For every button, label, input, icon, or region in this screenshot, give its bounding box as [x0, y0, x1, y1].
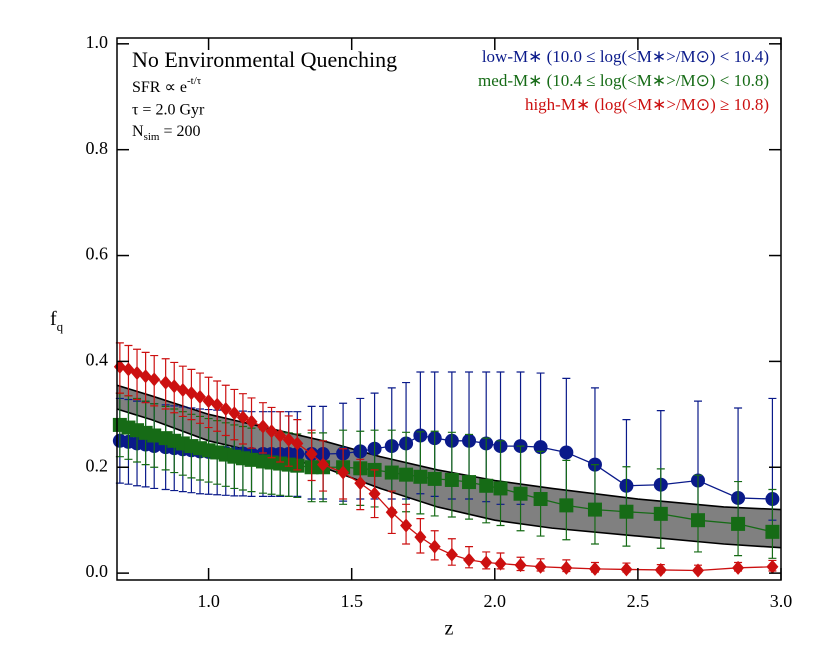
marker	[414, 530, 427, 545]
marker	[445, 547, 458, 562]
marker	[219, 402, 232, 417]
marker	[147, 428, 162, 443]
marker	[533, 492, 548, 507]
legend-entry: med-M∗ (10.4 ≤ log(<M∗>/M⊙) < 10.8)	[478, 71, 769, 90]
marker	[692, 563, 704, 578]
band-edge	[116, 408, 782, 549]
y-tick-label: 0.2	[86, 455, 109, 475]
marker	[463, 552, 476, 567]
marker	[560, 560, 573, 575]
marker	[368, 486, 381, 501]
marker	[513, 486, 528, 501]
marker	[514, 558, 527, 573]
y-axis-label-text: f	[50, 308, 57, 330]
marker	[148, 372, 161, 387]
marker	[413, 469, 428, 484]
marker	[428, 539, 441, 554]
annotation-text: N	[132, 123, 144, 140]
legend-entry: high-M∗ (log(<M∗>/M⊙) ≥ 10.8)	[525, 95, 769, 114]
marker	[732, 560, 745, 575]
marker	[244, 452, 259, 467]
marker	[691, 513, 705, 528]
marker	[620, 562, 633, 577]
y-tick-label: 1.0	[86, 32, 109, 52]
marker	[354, 476, 367, 491]
annotation-text: = 200	[159, 123, 200, 140]
x-tick-label: 1.5	[340, 591, 363, 611]
annotation: τ = 2.0 Gyr	[132, 102, 205, 119]
marker	[653, 506, 668, 521]
marker	[444, 472, 459, 487]
marker	[493, 481, 508, 496]
marker	[317, 457, 330, 472]
y-tick-label: 0.0	[86, 561, 109, 581]
marker	[236, 410, 249, 425]
y-axis-label: fq	[50, 308, 64, 334]
x-tick-label: 1.0	[197, 591, 220, 611]
marker	[494, 556, 507, 571]
band-edge	[116, 384, 782, 511]
annotation: SFR ∝ e-t/τ	[132, 75, 202, 96]
marker	[384, 465, 399, 480]
plot-frame	[116, 37, 782, 581]
marker	[766, 559, 779, 574]
y-tick-label: 0.6	[86, 244, 109, 264]
chart-title: No Environmental Quenching	[132, 47, 397, 72]
marker	[559, 498, 574, 513]
model-band	[117, 385, 781, 548]
marker	[559, 445, 574, 460]
marker	[462, 475, 477, 490]
annotation-sub: sim	[144, 131, 160, 143]
marker	[480, 555, 493, 570]
y-tick-label: 0.4	[86, 350, 109, 370]
marker	[765, 524, 780, 539]
marker	[619, 504, 634, 519]
error-bar	[768, 488, 777, 559]
marker	[587, 502, 602, 517]
marker	[427, 471, 442, 486]
marker	[654, 562, 667, 577]
marker	[256, 419, 269, 434]
marker	[400, 518, 413, 533]
annotation-sup: -t/τ	[187, 75, 202, 87]
marker	[534, 559, 547, 574]
marker	[588, 561, 601, 576]
x-tick-label: 2.0	[484, 591, 507, 611]
x-tick-label: 3.0	[770, 591, 793, 611]
y-tick-label: 0.8	[86, 138, 109, 158]
marker	[385, 505, 398, 520]
marker	[533, 440, 548, 455]
marker	[305, 447, 318, 462]
plot-area	[112, 342, 782, 578]
y-axis-label-sub: q	[57, 319, 64, 334]
marker	[399, 467, 414, 482]
marker	[194, 389, 206, 404]
marker	[731, 516, 746, 531]
legend-entry: low-M∗ (10.0 ≤ log(<M∗>/M⊙) < 10.4)	[482, 47, 769, 66]
marker	[245, 414, 258, 429]
marker	[337, 465, 350, 480]
marker	[291, 436, 304, 451]
x-tick-label: 2.5	[627, 591, 650, 611]
marker	[274, 428, 287, 443]
x-axis-label: z	[445, 618, 454, 640]
annotation-text: SFR ∝ e	[132, 79, 187, 96]
marker	[265, 424, 278, 439]
annotation: Nsim = 200	[132, 123, 201, 143]
marker	[228, 406, 241, 421]
marker	[211, 397, 224, 412]
marker	[479, 478, 494, 493]
